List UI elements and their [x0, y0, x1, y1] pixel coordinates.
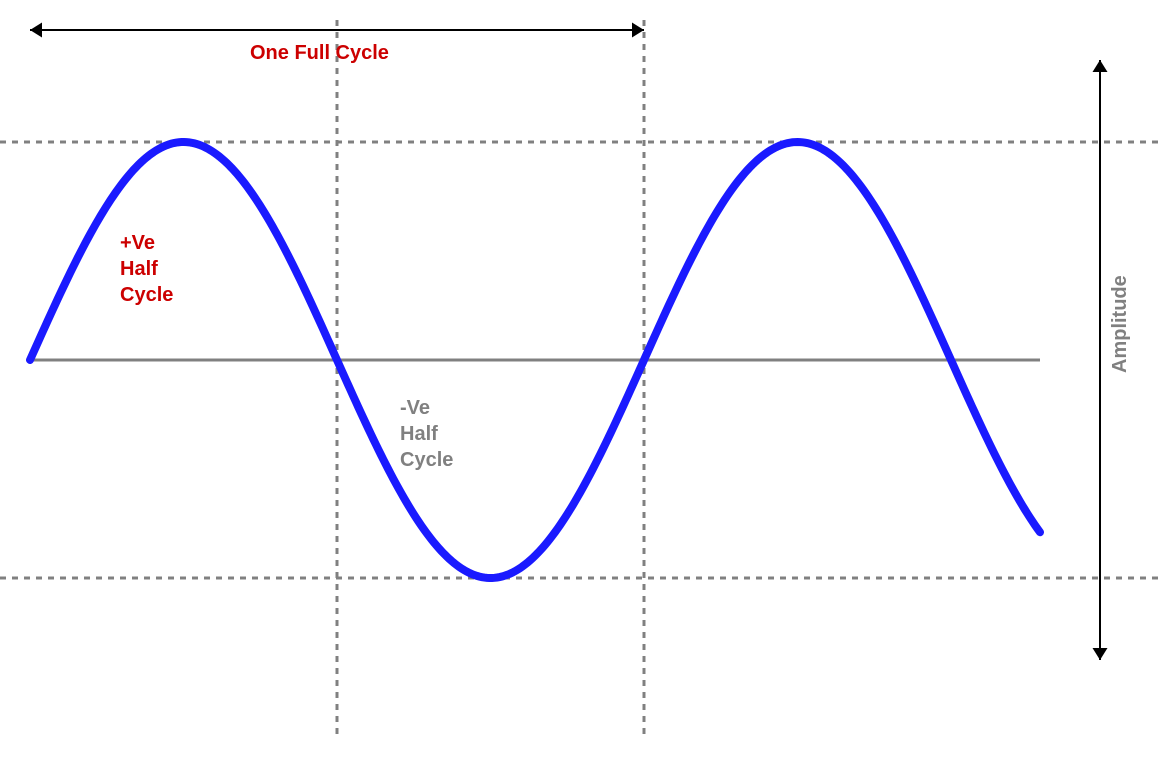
- negative-half-cycle-label: -Ve Half Cycle: [400, 395, 453, 473]
- positive-half-cycle-label: +Ve Half Cycle: [120, 230, 173, 308]
- sine-wave-diagram: One Full Cycle +Ve Half Cycle -Ve Half C…: [0, 0, 1162, 768]
- amplitude-label: Amplitude: [1107, 275, 1133, 373]
- full-cycle-label: One Full Cycle: [250, 40, 389, 66]
- diagram-svg: [0, 0, 1162, 768]
